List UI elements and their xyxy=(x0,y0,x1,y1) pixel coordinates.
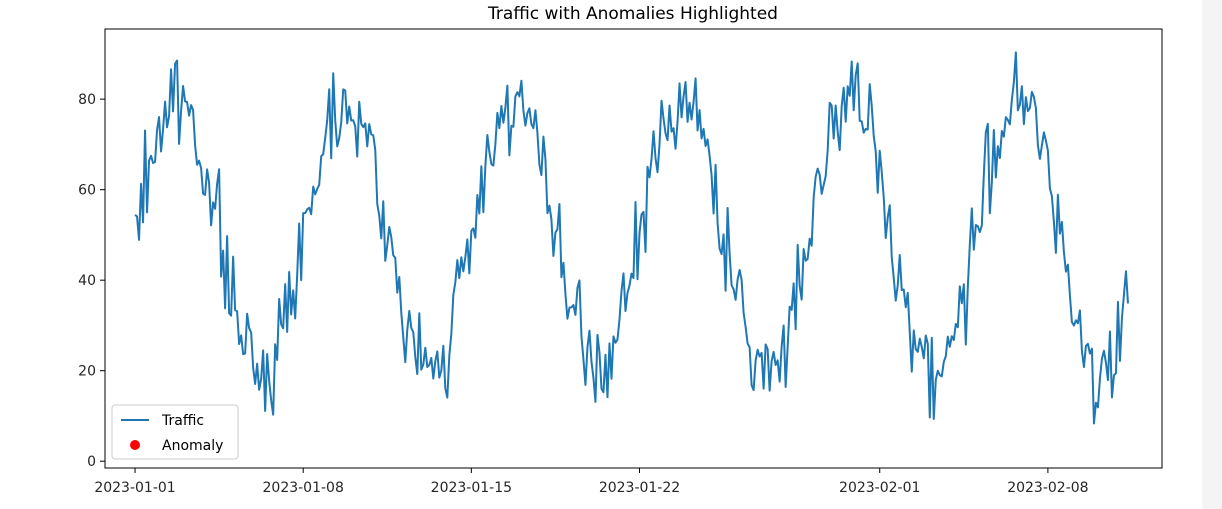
y-tick-label: 20 xyxy=(78,364,96,380)
x-axis: 2023-01-01 2023-01-08 2023-01-15 2023-01-22… xyxy=(94,468,1089,496)
y-axis: 0 20 40 60 80 xyxy=(78,92,105,470)
legend-anomaly-swatch xyxy=(130,440,140,450)
traffic-series-line xyxy=(134,51,1129,425)
x-tick-label: 2023-01-01 xyxy=(94,480,175,496)
x-tick-label: 2023-01-22 xyxy=(599,480,680,496)
legend-anomaly-label: Anomaly xyxy=(162,438,223,454)
x-tick-label: 2023-02-01 xyxy=(839,480,920,496)
y-tick-label: 80 xyxy=(78,92,96,108)
y-tick-label: 0 xyxy=(87,454,96,470)
series-layer xyxy=(134,51,1129,425)
plot-area-frame xyxy=(104,28,1163,469)
scrollbar-track[interactable] xyxy=(1202,0,1222,509)
x-tick-label: 2023-02-08 xyxy=(1007,480,1088,496)
chart-title: Traffic with Anomalies Highlighted xyxy=(487,4,778,24)
legend: Traffic Anomaly xyxy=(111,404,239,460)
x-tick-label: 2023-01-15 xyxy=(431,480,512,496)
legend-traffic-label: Traffic xyxy=(161,413,204,429)
legend-box xyxy=(111,404,239,460)
y-tick-label: 60 xyxy=(78,183,96,199)
x-tick-label: 2023-01-08 xyxy=(263,480,344,496)
y-tick-label: 40 xyxy=(78,273,96,289)
